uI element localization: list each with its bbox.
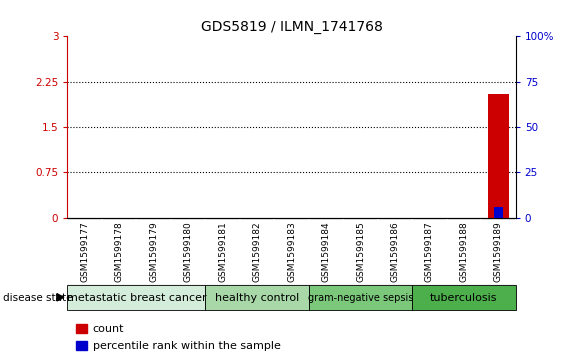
Text: GSM1599177: GSM1599177 [80,221,89,282]
Text: gram-negative sepsis: gram-negative sepsis [308,293,413,303]
Text: GSM1599184: GSM1599184 [322,221,331,282]
Bar [412,285,516,310]
Text: GSM1599189: GSM1599189 [494,221,503,282]
Bar [205,285,309,310]
Text: tuberculosis: tuberculosis [430,293,498,303]
Text: GSM1599183: GSM1599183 [287,221,296,282]
Text: GSM1599179: GSM1599179 [149,221,158,282]
Text: healthy control: healthy control [215,293,299,303]
Bar [495,207,503,218]
Text: GSM1599185: GSM1599185 [356,221,365,282]
Text: GSM1599187: GSM1599187 [425,221,434,282]
Text: GSM1599181: GSM1599181 [218,221,227,282]
Bar [309,285,412,310]
Text: GSM1599186: GSM1599186 [390,221,400,282]
Text: GSM1599188: GSM1599188 [459,221,468,282]
Title: GDS5819 / ILMN_1741768: GDS5819 / ILMN_1741768 [200,20,383,34]
Text: GSM1599180: GSM1599180 [183,221,193,282]
Text: disease state: disease state [3,293,73,303]
Text: GSM1599178: GSM1599178 [115,221,124,282]
Text: metastatic breast cancer: metastatic breast cancer [67,293,206,303]
Bar [488,94,509,218]
Text: percentile rank within the sample: percentile rank within the sample [93,340,281,351]
Bar [67,285,205,310]
Text: count: count [93,323,124,334]
Text: GSM1599182: GSM1599182 [253,221,261,282]
